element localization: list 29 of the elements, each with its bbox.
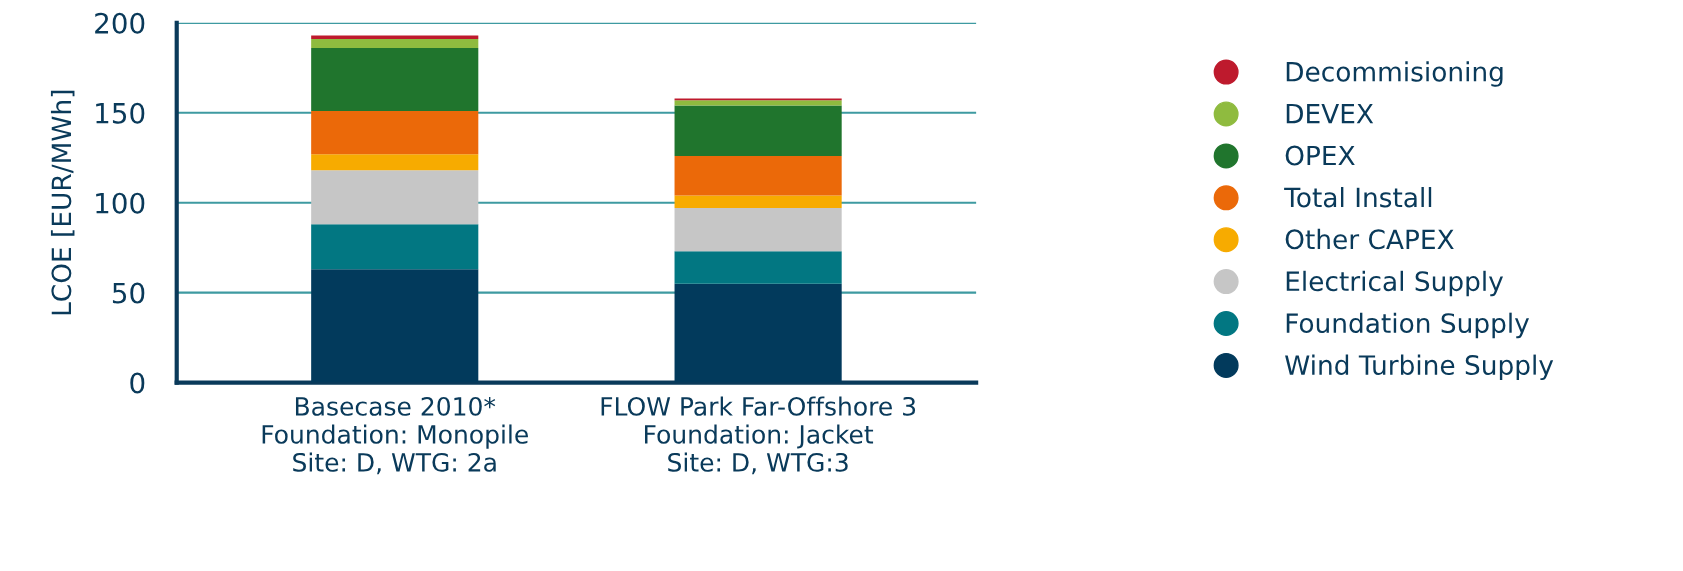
y-tick-label: 150 [96, 102, 145, 124]
bar [674, 155, 842, 196]
y-tick-label: 0 [130, 372, 145, 394]
bar [674, 251, 842, 284]
bar [311, 39, 479, 49]
legend-label: DEVEX [1286, 103, 1374, 124]
legend-label: OPEX [1285, 145, 1355, 166]
legend-label: Total Install [1284, 186, 1432, 208]
x-tick-label: FLOW Park Far-Offshore 3 Foundation: Jacket Site: D, WTG:3 [601, 396, 916, 475]
bar [311, 110, 479, 155]
bar [674, 100, 842, 106]
bar [674, 208, 842, 252]
bar [674, 195, 842, 209]
bar [311, 154, 479, 171]
legend-label: Other CAPEX [1285, 228, 1454, 250]
bar [311, 48, 479, 111]
bar [311, 170, 479, 225]
legend-label: Electrical Supply [1286, 270, 1504, 297]
y-tick-label: 200 [95, 12, 145, 34]
bar [674, 105, 842, 156]
bar [311, 35, 479, 40]
y-tick-label: 100 [96, 192, 145, 214]
legend-label: Foundation Supply [1286, 312, 1530, 339]
legend-label: Decommisioning [1286, 61, 1503, 87]
y-axis-title: LCOE [EUR/MWh] [50, 90, 75, 315]
legend-label: Wind Turbine Supply [1285, 354, 1554, 381]
x-tick-label: Basecase 2010* Foundation: Monopile Site: D, WTG: 2a [262, 396, 528, 475]
bar [311, 224, 479, 270]
y-tick-label: 50 [112, 282, 145, 304]
